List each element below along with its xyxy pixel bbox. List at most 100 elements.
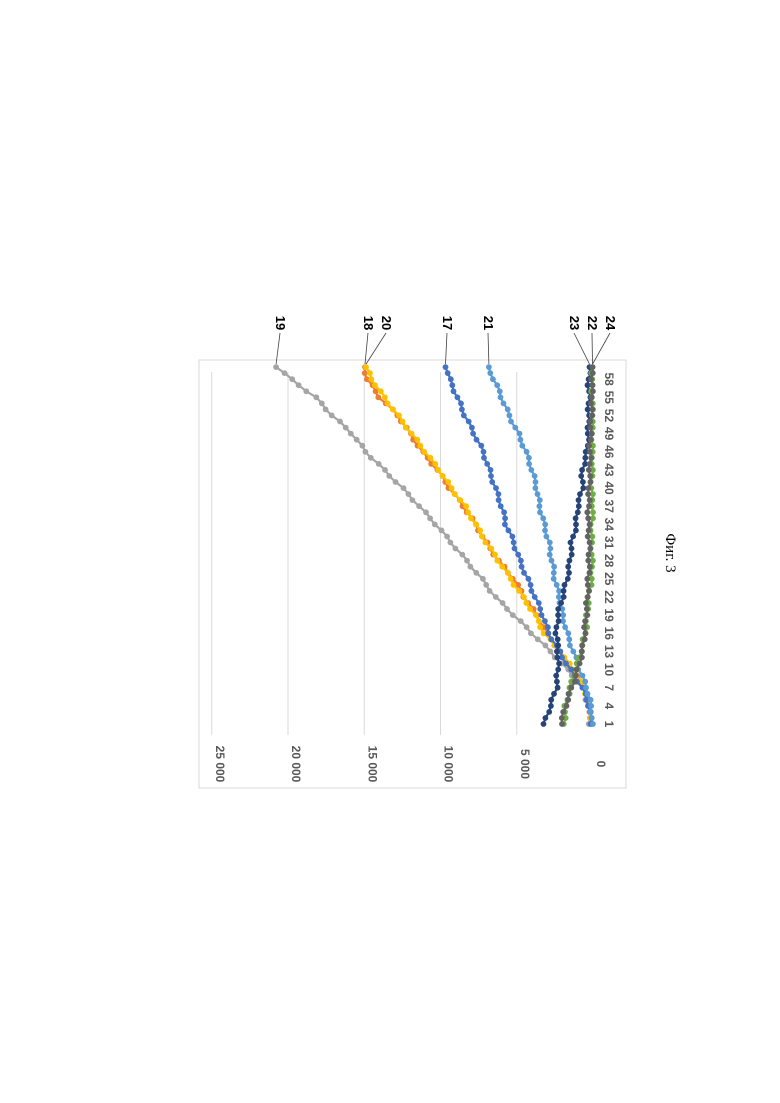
x-tick-label: 16: [602, 627, 616, 641]
data-point: [546, 709, 552, 715]
data-point: [505, 570, 511, 576]
data-point: [533, 479, 539, 485]
data-point: [567, 643, 573, 649]
data-point: [548, 636, 554, 642]
y-tick-label: 5 000: [518, 749, 532, 779]
x-tick-label: 37: [602, 500, 616, 514]
data-point: [576, 497, 582, 503]
x-tick-label: 46: [602, 445, 616, 459]
data-point: [390, 407, 396, 413]
data-point: [568, 685, 574, 691]
data-point: [363, 449, 369, 455]
data-point: [584, 606, 590, 612]
data-point: [488, 467, 494, 473]
data-point: [586, 552, 592, 558]
data-point: [561, 594, 567, 600]
data-point: [510, 534, 516, 540]
data-point: [504, 606, 510, 612]
data-point: [535, 491, 541, 497]
data-point: [537, 606, 543, 612]
data-point: [427, 515, 433, 521]
data-point: [515, 552, 521, 558]
data-point: [329, 413, 335, 419]
data-point: [583, 600, 589, 606]
data-point: [526, 461, 532, 467]
data-point: [590, 382, 596, 388]
data-point: [508, 576, 514, 582]
data-point: [474, 437, 480, 443]
data-point: [499, 564, 505, 570]
data-point: [501, 509, 507, 515]
callout-label: 21: [481, 316, 496, 330]
data-point: [586, 528, 592, 534]
y-tick-label: 15 000: [365, 746, 379, 783]
data-point: [463, 503, 469, 509]
data-point: [528, 582, 534, 588]
data-point: [518, 437, 524, 443]
x-tick-label: 22: [602, 590, 616, 604]
data-point: [551, 576, 557, 582]
data-point: [521, 594, 527, 600]
data-point: [577, 491, 583, 497]
data-point: [548, 703, 554, 709]
data-point: [382, 394, 388, 400]
data-point: [561, 588, 567, 594]
data-point: [562, 582, 568, 588]
data-point: [511, 582, 517, 588]
data-point: [452, 491, 458, 497]
data-point: [573, 515, 579, 521]
data-point: [448, 376, 454, 382]
data-point: [414, 437, 420, 443]
x-tick-label: 28: [602, 554, 616, 568]
data-point: [580, 673, 586, 679]
data-point: [536, 618, 542, 624]
data-point: [512, 546, 518, 552]
data-point: [582, 455, 588, 461]
data-point: [560, 612, 566, 618]
data-point: [487, 370, 493, 376]
data-point: [372, 382, 378, 388]
data-point: [589, 715, 595, 721]
data-point: [480, 576, 486, 582]
data-point: [565, 576, 571, 582]
callout-leader: [276, 333, 280, 364]
data-point: [524, 624, 530, 630]
data-point: [587, 540, 593, 546]
data-point: [584, 509, 590, 515]
data-point: [542, 522, 548, 528]
data-point: [568, 667, 574, 673]
data-point: [368, 455, 374, 461]
data-point: [562, 624, 568, 630]
data-point: [457, 497, 463, 503]
callout-leader: [592, 333, 593, 364]
data-point: [551, 691, 557, 697]
data-point: [582, 618, 588, 624]
data-point: [363, 364, 369, 370]
data-point: [555, 655, 561, 661]
data-point: [549, 558, 555, 564]
data-point: [435, 467, 441, 473]
data-point: [575, 509, 581, 515]
data-point: [587, 709, 593, 715]
x-tick-label: 31: [602, 536, 616, 550]
data-point: [367, 370, 373, 376]
data-point: [444, 534, 450, 540]
data-point: [282, 370, 288, 376]
data-point: [368, 376, 374, 382]
data-point: [547, 552, 553, 558]
data-point: [494, 558, 500, 564]
data-point: [555, 636, 561, 642]
data-point: [508, 419, 514, 425]
data-point: [439, 528, 445, 534]
x-tick-label: 13: [602, 645, 616, 659]
data-point: [589, 431, 595, 437]
data-point: [588, 376, 594, 382]
data-point: [532, 594, 538, 600]
data-point: [590, 413, 596, 419]
data-point: [489, 479, 495, 485]
data-point: [542, 528, 548, 534]
data-point: [580, 479, 586, 485]
data-point: [343, 425, 349, 431]
data-point: [484, 461, 490, 467]
callout-leader: [366, 333, 386, 364]
